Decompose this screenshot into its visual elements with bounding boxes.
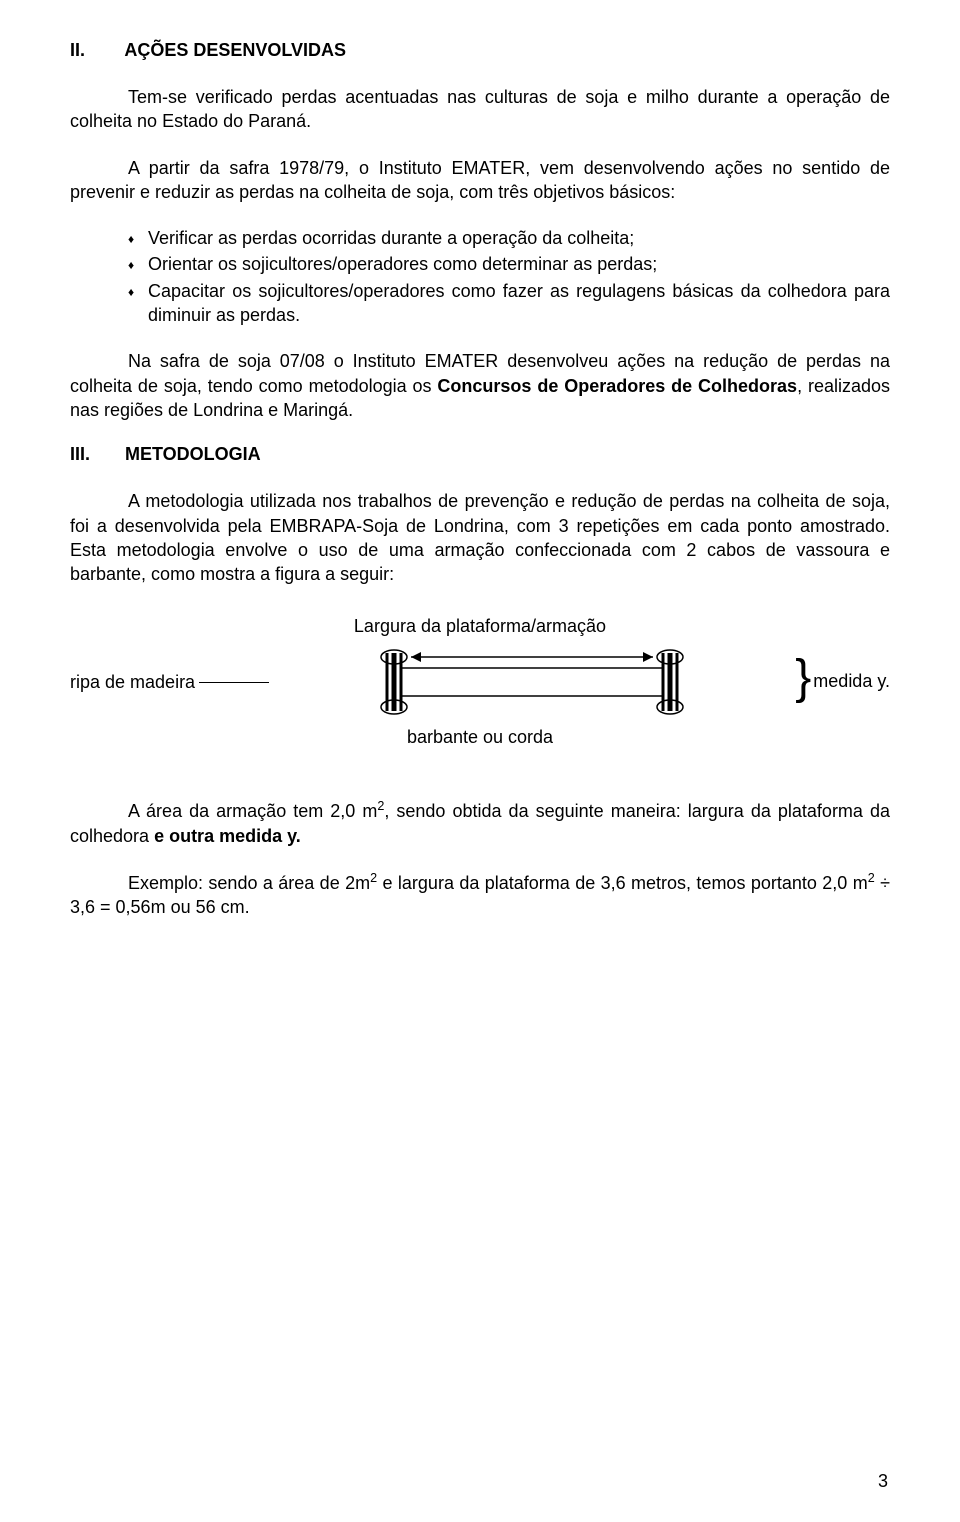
closing-para1: A área da armação tem 2,0 m2, sendo obti… [70,798,890,848]
section-ii-title: AÇÕES DESENVOLVIDAS [124,40,346,60]
closing1-pre: A área da armação tem 2,0 m [128,801,377,821]
figure-row: ripa de madeira [70,647,890,717]
figure-bottom-caption: barbante ou corda [70,727,890,748]
section-ii-para1: Tem-se verificado perdas acentuadas nas … [70,85,890,134]
document-page: II. AÇÕES DESENVOLVIDAS Tem-se verificad… [0,0,960,1522]
closing2-b: e largura da plataforma de 3,6 metros, t… [377,873,868,893]
figure-left-label: ripa de madeira [70,672,269,693]
closing2-sup2: 2 [868,871,875,885]
closing1-bold: e outra medida y. [154,826,301,846]
list-item: Verificar as perdas ocorridas durante a … [70,226,890,250]
armacao-diagram [367,647,697,717]
page-number: 3 [878,1471,888,1492]
figure-top-caption: Largura da plataforma/armação [70,616,890,637]
section-iii-roman: III. [70,444,120,465]
list-item: Orientar os sojicultores/operadores como… [70,252,890,276]
section-iii-para1: A metodologia utilizada nos trabalhos de… [70,489,890,586]
list-item: Capacitar os sojicultores/operadores com… [70,279,890,328]
connector-line [199,682,269,683]
section-iii-title: METODOLOGIA [125,444,261,464]
section-ii-para3: Na safra de soja 07/08 o Instituto EMATE… [70,349,890,422]
objectives-list: Verificar as perdas ocorridas durante a … [70,226,890,327]
closing-para2: Exemplo: sendo a área de 2m 2 e largura d… [70,870,890,920]
armacao-figure: Largura da plataforma/armação ripa de ma… [70,616,890,748]
para3-bold: Concursos de Operadores de Colhedoras [437,376,797,396]
section-iii-heading: III. METODOLOGIA [70,444,890,465]
section-ii-para2: A partir da safra 1978/79, o Instituto E… [70,156,890,205]
closing2-a: Exemplo: sendo a área de 2m [128,873,370,893]
section-ii-heading: II. AÇÕES DESENVOLVIDAS [70,40,890,61]
ripa-label: ripa de madeira [70,672,195,693]
figure-right-label: }medida y. [795,668,890,697]
section-ii-roman: II. [70,40,120,61]
brace-icon: } [795,664,811,693]
medida-label: medida y. [813,671,890,691]
